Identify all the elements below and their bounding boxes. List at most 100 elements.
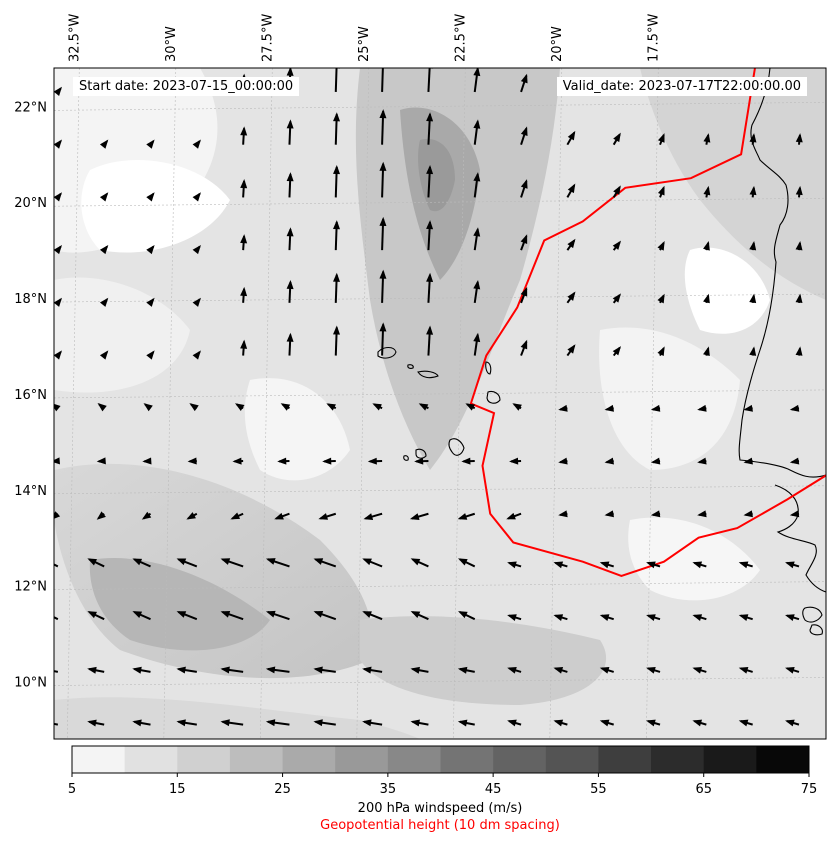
wind-arrow <box>54 616 59 621</box>
latitude-label: 10°N <box>14 675 47 690</box>
wind-arrow <box>326 403 337 411</box>
wind-arrow <box>703 293 710 304</box>
wind-arrow <box>240 179 248 198</box>
wind-arrow <box>363 512 383 520</box>
wind-arrow <box>657 346 665 357</box>
wind-arrow <box>692 561 707 569</box>
wind-arrow <box>54 86 62 97</box>
wind-arrow <box>192 297 201 307</box>
wind-arrow <box>372 403 383 411</box>
wind-arrow <box>465 403 476 411</box>
wind-arrow <box>87 558 105 568</box>
wind-arrow <box>507 614 522 621</box>
bijagos-island <box>802 606 823 623</box>
wind-arrow <box>553 666 568 674</box>
wind-arrow <box>146 244 155 255</box>
wind-arrow <box>604 457 614 465</box>
wind-arrow <box>367 457 383 465</box>
wind-arrow <box>612 240 621 251</box>
gridlines <box>54 68 826 739</box>
wind-arrow <box>785 719 800 727</box>
wind-arrow <box>381 68 384 92</box>
wind-arrow <box>520 339 528 356</box>
wind-arrow <box>322 457 336 465</box>
colorbar-swatch <box>651 746 705 773</box>
wind-arrow <box>599 666 614 674</box>
colorbar-subtitle: Geopotential height (10 dm spacing) <box>320 818 560 833</box>
wind-arrow <box>220 610 244 621</box>
wind-arrow <box>703 185 711 198</box>
wind-arrow <box>54 722 59 726</box>
wind-arrow <box>176 611 198 621</box>
wind-arrow <box>318 512 337 520</box>
windspeed-shading <box>54 68 826 739</box>
wind-arrow <box>657 240 665 251</box>
wind-arrow <box>176 558 198 568</box>
wind-arrow <box>379 269 387 303</box>
colorbar-tick-label: 35 <box>380 782 397 797</box>
wind-vectors <box>54 68 803 727</box>
wind-arrow <box>703 346 710 357</box>
windspeed-region-calm-e <box>684 247 770 334</box>
longitude-label: 22.5°W <box>453 14 468 62</box>
wind-arrow <box>146 350 155 360</box>
wind-arrow <box>87 719 105 727</box>
wind-arrow <box>520 126 528 145</box>
wind-arrow <box>54 670 59 673</box>
windspeed-region-s-band <box>360 616 607 705</box>
wind-arrow <box>566 344 576 357</box>
wind-arrow <box>473 119 481 145</box>
latitude-gridline <box>54 102 826 111</box>
colorbar-swatch <box>598 746 652 773</box>
wind-arrow <box>457 666 475 674</box>
wind-arrow <box>99 192 109 202</box>
latitude-label: 16°N <box>14 388 47 403</box>
wind-arrow <box>520 287 528 304</box>
wind-arrow <box>220 719 244 727</box>
wind-arrow <box>558 404 568 412</box>
wind-arrow <box>749 185 757 198</box>
wind-arrow <box>176 719 197 727</box>
wind-arrow <box>286 332 294 356</box>
wind-arrow <box>286 172 294 198</box>
wind-arrow <box>473 279 481 303</box>
wind-arrow <box>506 512 522 520</box>
wind-arrow <box>657 185 665 198</box>
colorbar-swatch <box>335 746 389 773</box>
wind-arrow <box>553 614 568 621</box>
wind-arrow <box>240 234 248 251</box>
wind-arrow <box>265 719 290 727</box>
wind-arrow <box>192 192 201 202</box>
wind-arrow <box>473 172 481 198</box>
windspeed-region-light-w <box>54 277 190 393</box>
wind-arrow <box>520 179 528 198</box>
wind-arrow <box>738 614 753 621</box>
wind-arrow <box>692 666 707 674</box>
wind-arrow <box>333 272 341 303</box>
colorbar-swatch <box>387 746 441 773</box>
colorbar-swatch <box>703 746 757 773</box>
wind-arrow <box>473 227 481 251</box>
wind-arrow <box>789 457 800 465</box>
wind-arrow <box>410 558 429 568</box>
map-frame <box>53 67 827 740</box>
wind-arrow <box>473 332 481 356</box>
wind-arrow <box>697 404 707 412</box>
longitude-label: 20°W <box>550 26 565 62</box>
latitude-gridline <box>54 293 826 303</box>
wind-arrow <box>599 614 614 621</box>
wind-arrow <box>362 611 383 621</box>
valid-date-label: Valid_date: 2023-07-17T22:00:00.00 <box>556 77 807 96</box>
wind-arrow <box>274 512 290 520</box>
windspeed-region-light-e <box>599 327 740 470</box>
wind-arrow <box>132 558 151 568</box>
map-area <box>54 68 826 739</box>
wind-arrow <box>240 286 248 303</box>
wind-arrow <box>286 227 294 251</box>
wind-arrow <box>132 719 151 727</box>
wind-arrow <box>192 350 201 360</box>
longitude-labels: 32.5°W 30°W 27.5°W 25°W 22.5°W 20°W 17.5°W <box>67 14 661 62</box>
wind-arrow <box>333 164 341 198</box>
wind-arrow <box>612 293 621 304</box>
